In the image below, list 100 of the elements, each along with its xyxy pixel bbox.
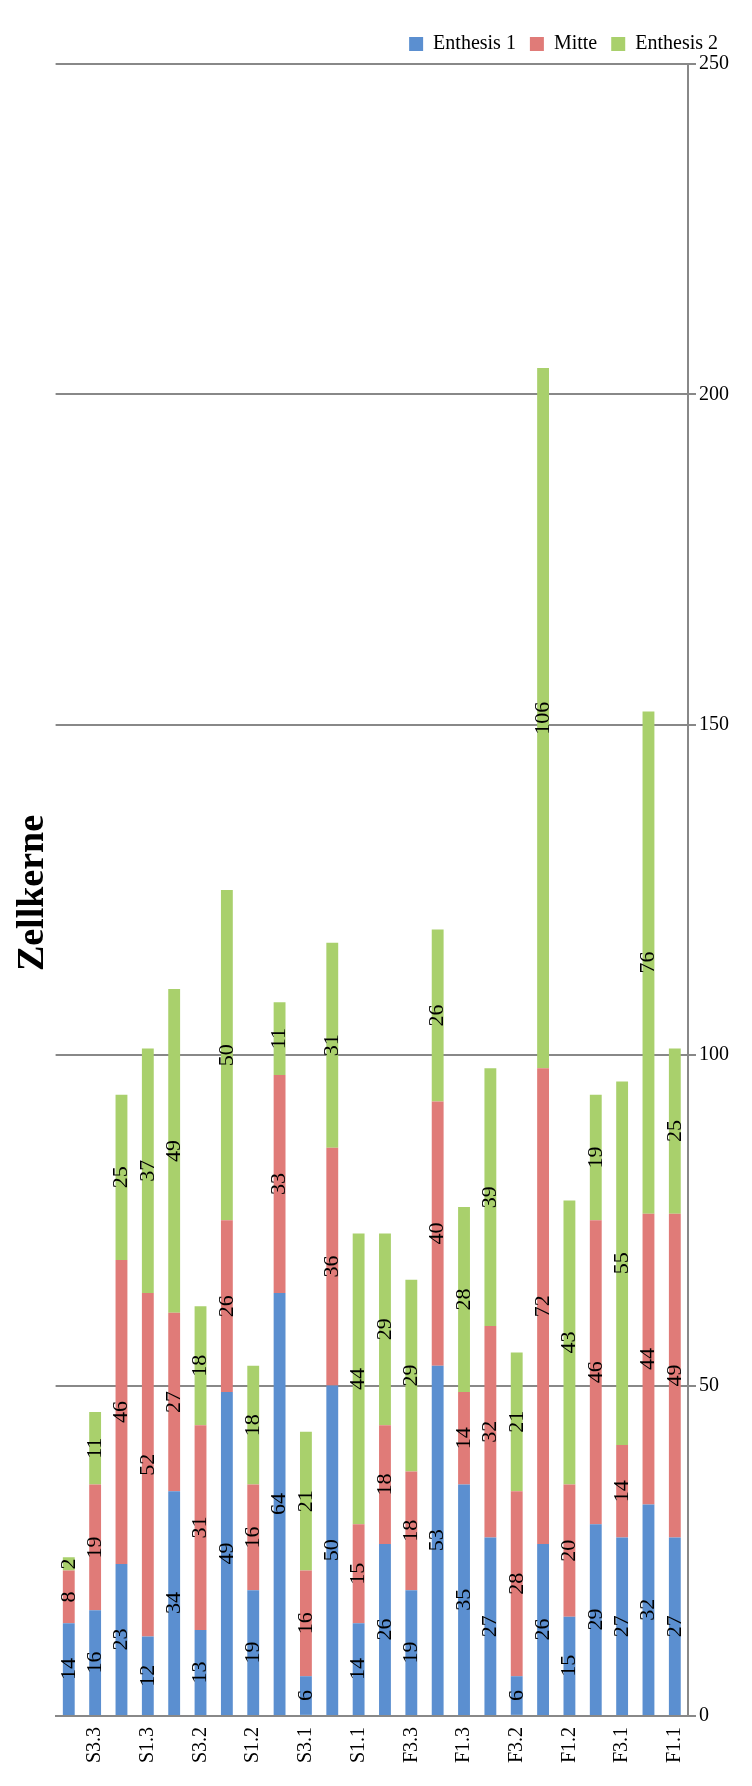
data-label: 14 bbox=[54, 1658, 80, 1681]
legend-label: Enthesis 1 bbox=[433, 31, 516, 54]
data-label: 19 bbox=[80, 1536, 106, 1559]
data-label: 16 bbox=[80, 1651, 106, 1674]
x-tick-label: S1.3 bbox=[135, 1726, 158, 1763]
bar bbox=[616, 1444, 629, 1538]
bar bbox=[458, 1392, 470, 1485]
data-label: 18 bbox=[239, 1414, 265, 1437]
bar bbox=[352, 1233, 365, 1525]
data-label: 27 bbox=[660, 1615, 686, 1638]
data-label: 49 bbox=[660, 1364, 686, 1387]
y-tick-label: 100 bbox=[699, 1042, 729, 1065]
data-label: 12 bbox=[133, 1664, 159, 1687]
data-label: 31 bbox=[318, 1034, 344, 1057]
bar bbox=[537, 1068, 549, 1545]
data-label: 64 bbox=[265, 1492, 291, 1515]
bar bbox=[141, 1636, 154, 1715]
bar bbox=[220, 1392, 233, 1715]
y-tick-label: 250 bbox=[699, 51, 729, 74]
y-tick-label: 0 bbox=[699, 1703, 709, 1726]
bar bbox=[537, 1544, 549, 1715]
bar bbox=[220, 1220, 233, 1393]
bar bbox=[247, 1365, 260, 1485]
bar bbox=[616, 1537, 629, 1715]
bar bbox=[589, 1524, 602, 1715]
data-label: 16 bbox=[239, 1526, 265, 1549]
bar bbox=[563, 1200, 576, 1485]
x-tick-label: S3.2 bbox=[187, 1726, 210, 1763]
bar bbox=[273, 1293, 286, 1715]
x-tick-label: F3.2 bbox=[503, 1726, 526, 1763]
bar bbox=[668, 1048, 681, 1214]
bar bbox=[379, 1544, 391, 1715]
bar bbox=[247, 1484, 260, 1591]
bar bbox=[589, 1094, 602, 1221]
data-label: 43 bbox=[555, 1331, 581, 1354]
data-label: 76 bbox=[634, 951, 660, 974]
bar bbox=[668, 1213, 681, 1538]
x-tick-label: F1.2 bbox=[556, 1726, 579, 1763]
data-label: 18 bbox=[370, 1473, 396, 1496]
bar bbox=[273, 1002, 286, 1075]
data-label: 29 bbox=[397, 1364, 423, 1387]
bar bbox=[642, 711, 655, 1214]
data-label: 28 bbox=[502, 1572, 528, 1595]
data-label: 53 bbox=[423, 1529, 449, 1552]
data-label: 39 bbox=[476, 1186, 502, 1209]
data-label: 13 bbox=[186, 1661, 212, 1684]
bar bbox=[405, 1279, 418, 1472]
data-label: 31 bbox=[186, 1516, 212, 1539]
data-label: 25 bbox=[660, 1120, 686, 1143]
bar bbox=[484, 1068, 497, 1327]
data-label: 20 bbox=[555, 1539, 581, 1562]
bar bbox=[326, 1385, 339, 1715]
bar bbox=[431, 929, 444, 1102]
data-label: 72 bbox=[528, 1295, 554, 1318]
data-label: 2 bbox=[54, 1558, 80, 1570]
bar bbox=[300, 1431, 312, 1571]
data-label: 46 bbox=[107, 1400, 133, 1423]
data-label: 50 bbox=[318, 1539, 344, 1562]
bar bbox=[247, 1590, 260, 1715]
data-label: 26 bbox=[423, 1004, 449, 1027]
data-label: 49 bbox=[159, 1139, 185, 1162]
bar bbox=[405, 1471, 418, 1591]
bar bbox=[168, 1312, 181, 1492]
data-label: 18 bbox=[186, 1354, 212, 1377]
data-label: 44 bbox=[344, 1367, 370, 1390]
data-label: 35 bbox=[449, 1588, 475, 1611]
data-label: 28 bbox=[449, 1288, 475, 1311]
bar bbox=[484, 1537, 497, 1715]
data-label: 37 bbox=[133, 1159, 159, 1182]
bar bbox=[62, 1623, 75, 1715]
data-label: 50 bbox=[212, 1044, 238, 1067]
x-tick-label: S3.1 bbox=[293, 1726, 316, 1763]
data-label: 27 bbox=[476, 1615, 502, 1638]
data-label: 25 bbox=[107, 1166, 133, 1189]
data-label: 6 bbox=[291, 1690, 317, 1702]
x-tick-label: S3.3 bbox=[82, 1726, 105, 1763]
data-label: 36 bbox=[318, 1255, 344, 1278]
text: Zellkerne bbox=[8, 814, 51, 972]
data-label: 26 bbox=[370, 1618, 396, 1641]
bar bbox=[89, 1484, 102, 1611]
legend-label: Mitte bbox=[553, 31, 598, 54]
x-tick-label: F1.3 bbox=[451, 1726, 474, 1763]
y-tick-label: 150 bbox=[699, 712, 729, 734]
data-label: 29 bbox=[370, 1318, 396, 1341]
x-tick-label: F1.1 bbox=[662, 1726, 685, 1763]
bar bbox=[458, 1207, 470, 1393]
data-label: 26 bbox=[528, 1618, 554, 1641]
data-label: 32 bbox=[634, 1598, 660, 1621]
data-label: 8 bbox=[54, 1591, 80, 1603]
data-label: 34 bbox=[159, 1592, 185, 1615]
x-tick-label: F3.1 bbox=[609, 1726, 632, 1763]
bar bbox=[141, 1293, 154, 1637]
bar bbox=[89, 1411, 102, 1485]
bar bbox=[563, 1616, 576, 1715]
bar bbox=[326, 942, 339, 1148]
data-label: 18 bbox=[397, 1519, 423, 1542]
data-label: 26 bbox=[212, 1295, 238, 1318]
data-label: 14 bbox=[449, 1427, 475, 1450]
legend-label: Enthesis 2 bbox=[635, 31, 719, 54]
data-label: 19 bbox=[581, 1146, 607, 1169]
